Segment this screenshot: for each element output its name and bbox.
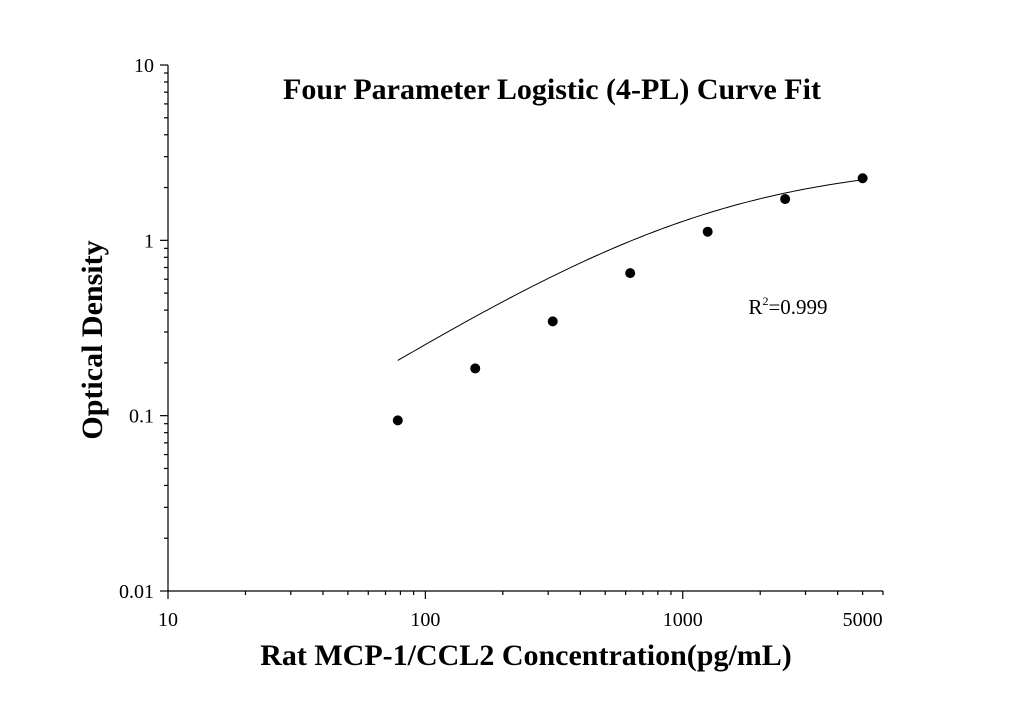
data-point: [625, 268, 636, 279]
data-point: [702, 226, 713, 237]
y-tick-label: 0.01: [119, 581, 154, 603]
x-axis-label: Rat MCP-1/CCL2 Concentration(pg/mL): [260, 639, 792, 672]
fit-curve: [397, 179, 863, 361]
y-tick-label: 0.1: [129, 406, 154, 428]
y-axis-label: Optical Density: [76, 240, 109, 439]
x-tick-label: 10: [158, 609, 178, 631]
data-point: [392, 415, 403, 426]
x-tick-label: 100: [410, 609, 440, 631]
y-tick-label: 10: [134, 55, 154, 77]
data-point: [470, 363, 481, 374]
data-point: [547, 316, 558, 327]
data-point: [780, 194, 791, 205]
y-tick-label: 1: [144, 230, 154, 252]
r-squared-value: =0.999: [768, 295, 827, 319]
data-point: [857, 173, 868, 184]
chart-title: Four Parameter Logistic (4-PL) Curve Fit: [283, 73, 821, 106]
r-squared-annotation: R2=0.999: [748, 294, 827, 319]
data-points: [392, 173, 868, 426]
x-tick-label: 5000: [843, 609, 883, 631]
axes: 0.01 0.1 1 10 10 100 1000 5000: [119, 55, 884, 631]
r-squared-superscript: 2: [762, 294, 768, 308]
x-tick-label: 1000: [663, 609, 703, 631]
r-squared-base: R: [748, 295, 762, 319]
